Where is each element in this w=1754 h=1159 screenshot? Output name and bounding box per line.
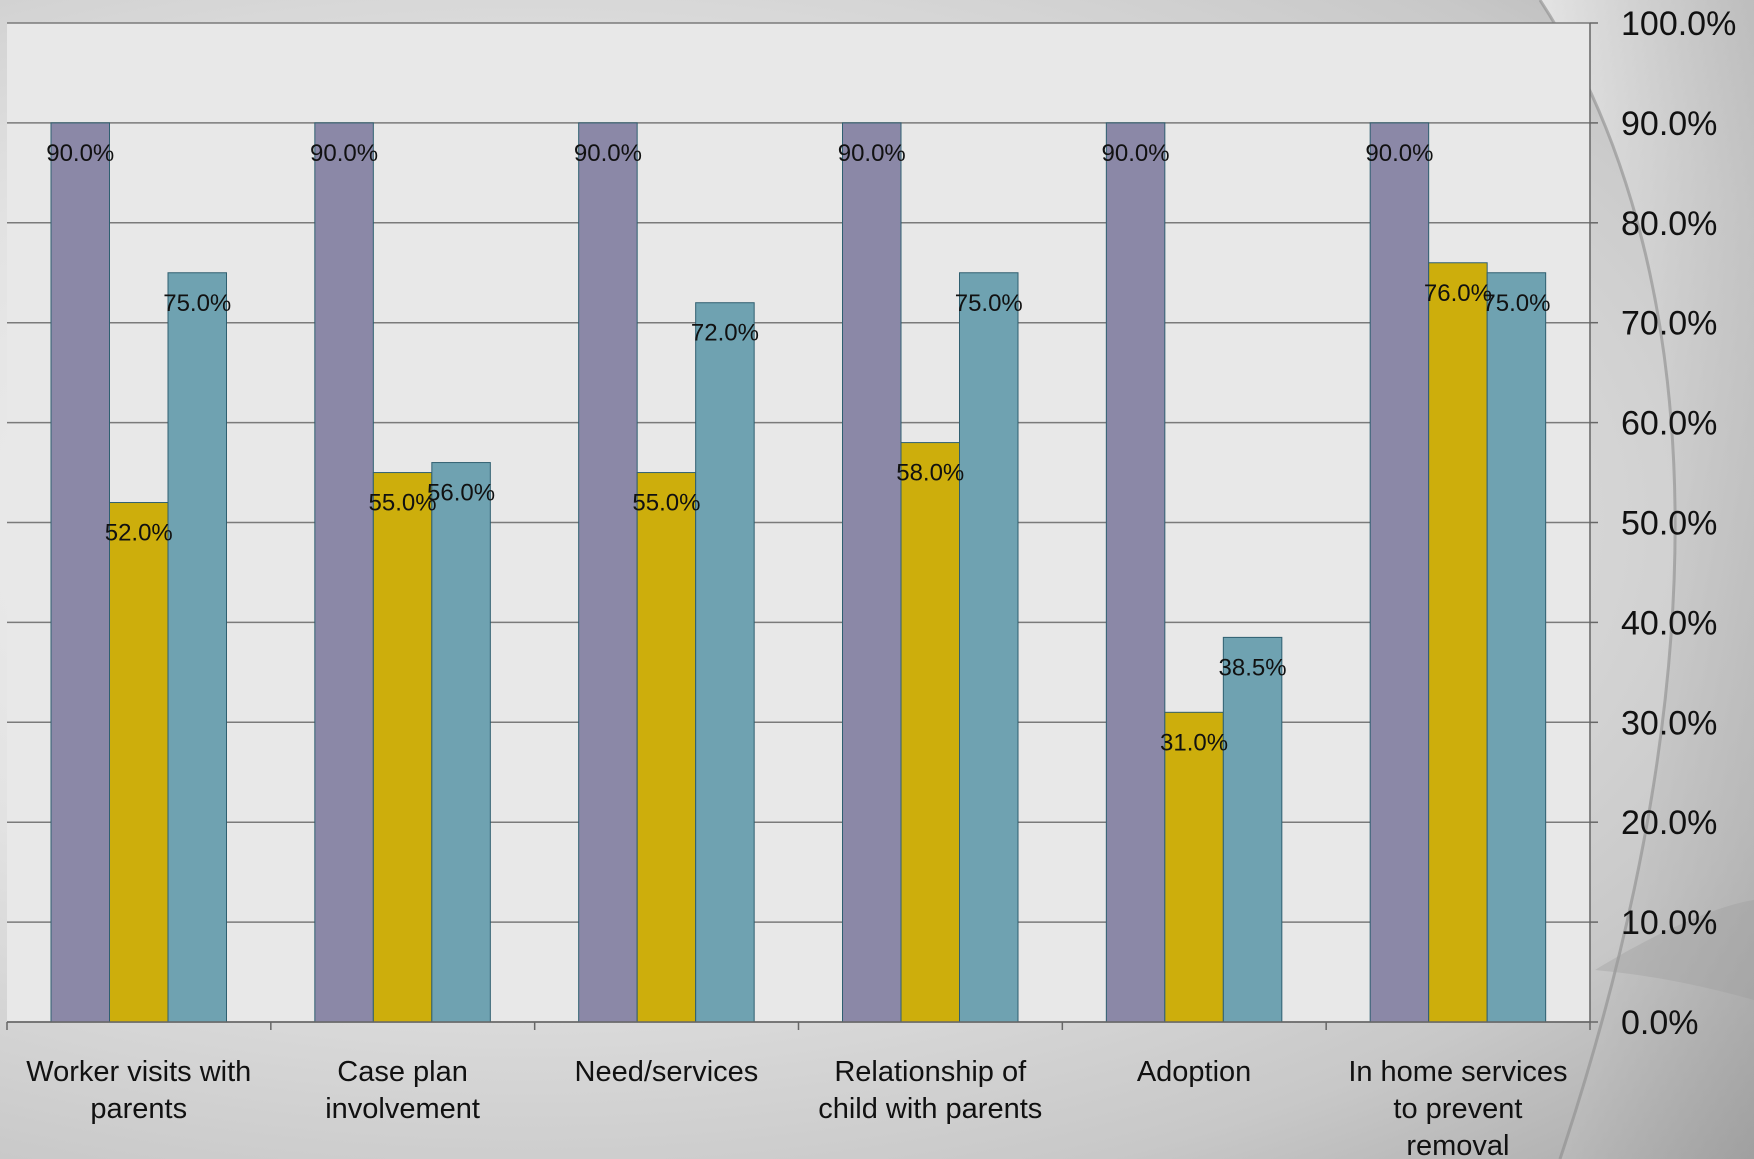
- y-tick-label: 20.0%: [1621, 804, 1717, 842]
- gridlines: [7, 22, 1590, 1023]
- x-axis-category-labels: Worker visits with parents Case plan involv…: [26, 1056, 1567, 1159]
- data-label: 38.5%: [1219, 654, 1287, 681]
- y-tick-label: 0.0%: [1621, 1004, 1699, 1042]
- bar-series-1-category-2: [314, 122, 374, 1023]
- data-labels: 90.0% 90.0% 90.0% 90.0% 90.0% 90.0% 52.0% 55.0%…: [46, 140, 1550, 756]
- data-label: 72.0%: [691, 320, 759, 347]
- y-tick-label: 70.0%: [1621, 305, 1717, 343]
- data-label: 90.0%: [574, 140, 642, 167]
- bar-series-2-category-1: [109, 502, 169, 1023]
- data-label: 55.0%: [369, 490, 437, 517]
- category-label: Need/services: [575, 1056, 759, 1088]
- bar-series-2-category-5: [1164, 711, 1224, 1023]
- bar-series-3-category-6: [1486, 272, 1547, 1023]
- data-label: 31.0%: [1160, 729, 1228, 756]
- bar-series-2-category-3: [636, 472, 697, 1023]
- data-label: 58.0%: [896, 460, 964, 487]
- category-label: Worker visits with parents: [26, 1056, 251, 1125]
- data-label: 52.0%: [105, 520, 173, 547]
- bar-series-3-category-5: [1222, 636, 1283, 1023]
- data-label: 90.0%: [838, 140, 906, 167]
- data-label: 76.0%: [1424, 280, 1492, 307]
- bar-series-2-category-6: [1428, 262, 1488, 1023]
- bar-series-1-category-1: [50, 122, 110, 1023]
- data-label: 75.0%: [163, 290, 231, 317]
- data-label: 55.0%: [632, 490, 700, 517]
- data-label: 56.0%: [427, 480, 495, 507]
- data-label: 90.0%: [310, 140, 378, 167]
- data-label: 90.0%: [46, 140, 114, 167]
- bar-series-1-category-3: [578, 122, 638, 1023]
- bar-series-3-category-2: [431, 462, 491, 1023]
- y-axis-tick-labels: 0.0% 10.0% 20.0% 30.0% 40.0% 50.0% 60.0% 70.0% 8…: [1621, 5, 1736, 1042]
- bar-series-2-category-2: [372, 472, 433, 1023]
- data-label: 90.0%: [1365, 140, 1433, 167]
- bar-series-2-category-4: [900, 442, 960, 1023]
- y-tick-label: 50.0%: [1621, 505, 1717, 543]
- bar-series-1-category-5: [1105, 122, 1166, 1023]
- category-label: In home services to prevent removal: [1348, 1056, 1567, 1159]
- data-label: 75.0%: [1482, 290, 1550, 317]
- y-tick-label: 10.0%: [1621, 904, 1717, 942]
- bar-series-3-category-4: [959, 272, 1019, 1023]
- category-label: Adoption: [1137, 1056, 1252, 1088]
- y-tick-label: 90.0%: [1621, 105, 1717, 143]
- bars: [50, 122, 1547, 1023]
- background-decoration: [1538, 0, 1754, 1159]
- bar-series-3-category-3: [695, 302, 755, 1023]
- y-tick-label: 30.0%: [1621, 704, 1717, 742]
- data-label: 90.0%: [1102, 140, 1170, 167]
- y-tick-label: 80.0%: [1621, 205, 1717, 243]
- y-tick-label: 100.0%: [1621, 5, 1736, 43]
- bar-series-3-category-1: [167, 272, 227, 1023]
- axes: [6, 22, 1598, 1030]
- category-label: Case plan involvement: [325, 1056, 480, 1125]
- bar-series-1-category-6: [1369, 122, 1430, 1023]
- y-tick-label: 60.0%: [1621, 405, 1717, 443]
- data-label: 75.0%: [955, 290, 1023, 317]
- category-label: Relationship of child with parents: [818, 1056, 1042, 1125]
- y-tick-label: 40.0%: [1621, 604, 1717, 642]
- bar-series-1-category-4: [842, 122, 902, 1023]
